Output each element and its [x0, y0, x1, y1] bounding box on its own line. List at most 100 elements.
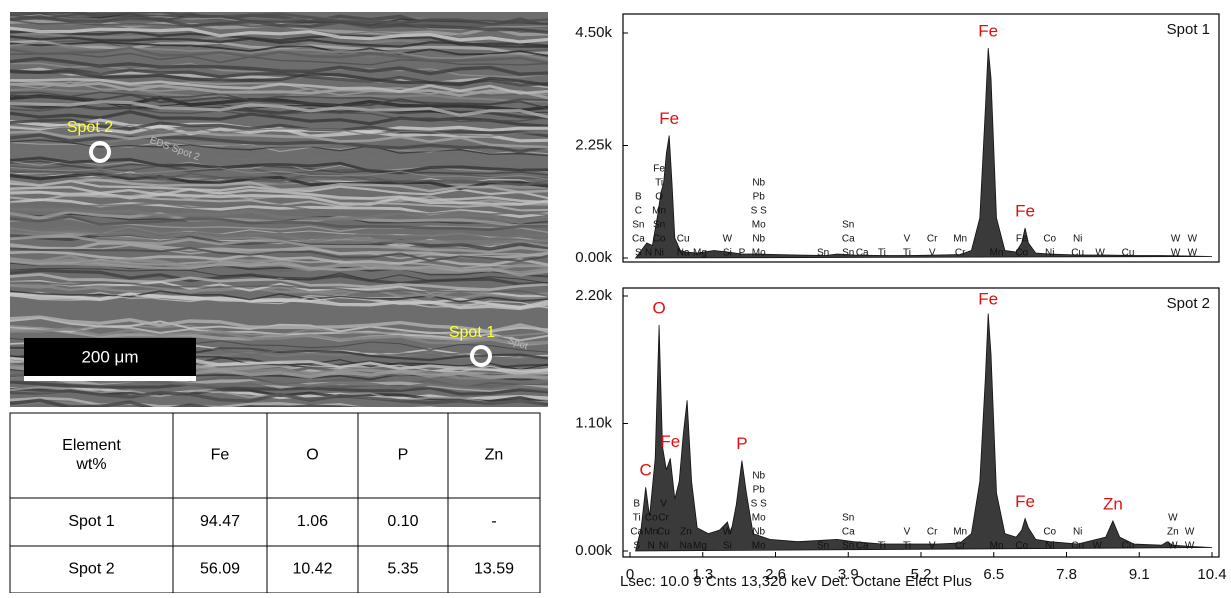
element-label: Pb: [753, 485, 766, 496]
sem-texture: [10, 207, 548, 225]
element-label: Sn: [842, 513, 854, 524]
sem-texture: [10, 26, 548, 44]
sem-texture: [10, 41, 548, 60]
element-label: W: [1188, 234, 1198, 245]
table-cell-text: -: [491, 513, 496, 530]
sem-texture: [10, 317, 548, 335]
spot-marker: [89, 141, 111, 163]
y-tick-label: 2.20k: [575, 287, 612, 304]
element-label: Fe: [653, 164, 665, 175]
element-label: Mo: [752, 513, 766, 524]
table-cell: [357, 412, 449, 499]
table-cell-text: 5.35: [387, 561, 418, 578]
element-label: Co: [1043, 527, 1056, 538]
element-label: Pb: [753, 192, 766, 203]
element-label: W: [1185, 541, 1195, 552]
sem-image: [10, 12, 548, 407]
element-label: W: [1185, 527, 1195, 538]
peak-label: Fe: [978, 289, 998, 308]
sem-texture: [10, 100, 548, 119]
element-label: Ti: [903, 541, 911, 552]
chart-title: Spot 2: [1167, 295, 1210, 312]
element-label: Mn: [990, 248, 1004, 259]
table-cell-text: 1.06: [297, 513, 328, 530]
x-tick-label: 10.4: [1197, 566, 1226, 583]
element-label: V: [904, 527, 911, 538]
sem-texture: [10, 380, 548, 396]
peak-label: Fe: [978, 21, 998, 40]
table-cell: [9, 545, 174, 594]
x-tick-label: 6.5: [983, 566, 1004, 583]
element-label: Co: [1015, 248, 1028, 259]
sem-texture: [10, 234, 548, 254]
element-label: P: [739, 248, 746, 259]
element-label: Mo: [752, 248, 766, 259]
element-label: Na: [677, 248, 690, 259]
element-label: Cu: [1071, 248, 1084, 259]
element-label: W: [1171, 248, 1181, 259]
element-label: S: [635, 248, 642, 259]
element-label: Na: [680, 541, 693, 552]
sem-texture: [10, 118, 548, 138]
peak-label: Zn: [1103, 494, 1123, 513]
element-label: Cu: [677, 234, 690, 245]
element-label: Mg: [693, 541, 707, 552]
x-tick-label: 1.3: [692, 566, 713, 583]
sem-texture: [10, 250, 548, 267]
element-label: Cr: [955, 248, 966, 259]
sem-texture: [10, 293, 548, 309]
element-label: Cr: [927, 527, 938, 538]
element-label: Ca: [842, 527, 855, 538]
peak-label: Fe: [1015, 492, 1035, 511]
table-header: O: [306, 447, 318, 464]
sem-texture: [10, 93, 548, 110]
element-label: Ti: [903, 248, 911, 259]
sem-texture: [10, 133, 548, 154]
sem-texture: [10, 259, 548, 277]
peak-label: O: [652, 298, 665, 317]
sem-texture: [10, 150, 548, 167]
element-label: Sn: [842, 220, 854, 231]
table-header: Element wt%: [62, 437, 121, 473]
sem-texture: [10, 185, 548, 204]
x-tick-label: 9.1: [1129, 566, 1150, 583]
element-label: V: [929, 248, 936, 259]
spot-label: Spot 2: [67, 119, 113, 136]
x-tick-label: 0: [626, 566, 634, 583]
sem-texture: [10, 388, 548, 407]
sem-texture: [10, 315, 548, 334]
element-label: Ca: [856, 248, 869, 259]
element-label: Ni: [659, 541, 668, 552]
peak-label: Fe: [659, 109, 679, 128]
element-label: Mn: [953, 527, 967, 538]
chart-title: Spot 1: [1167, 21, 1210, 38]
x-tick-label: 3.9: [838, 566, 859, 583]
element-label: W: [1095, 248, 1105, 259]
scale-bar-box: [24, 338, 196, 376]
sem-texture: [10, 258, 548, 275]
table-cell: [447, 412, 541, 499]
table-header: Fe: [211, 447, 230, 464]
element-label: Mn: [990, 541, 1004, 552]
sem-texture: [10, 215, 548, 232]
element-label: B: [635, 192, 642, 203]
element-label: Cu: [1122, 541, 1135, 552]
footer: Lsec: 10.0 9 Cnts 13,320 keV Det: Octane…: [620, 573, 972, 590]
element-label: S: [633, 541, 640, 552]
element-label: Ca: [842, 234, 855, 245]
element-label: Si: [723, 541, 732, 552]
element-label: W: [723, 234, 733, 245]
sem-texture: [10, 267, 548, 284]
y-tick-label: 1.10k: [575, 414, 612, 431]
spectrum: [635, 313, 1213, 552]
element-label: Sn: [653, 220, 665, 231]
element-label: Nb: [752, 234, 765, 245]
sem-texture: [10, 281, 548, 297]
table-cell: [9, 497, 174, 547]
sem-texture: [10, 170, 548, 186]
sem-texture: [10, 130, 548, 149]
element-label: W: [1171, 234, 1181, 245]
element-label: Ni: [1073, 527, 1082, 538]
sem-texture: [10, 170, 548, 187]
